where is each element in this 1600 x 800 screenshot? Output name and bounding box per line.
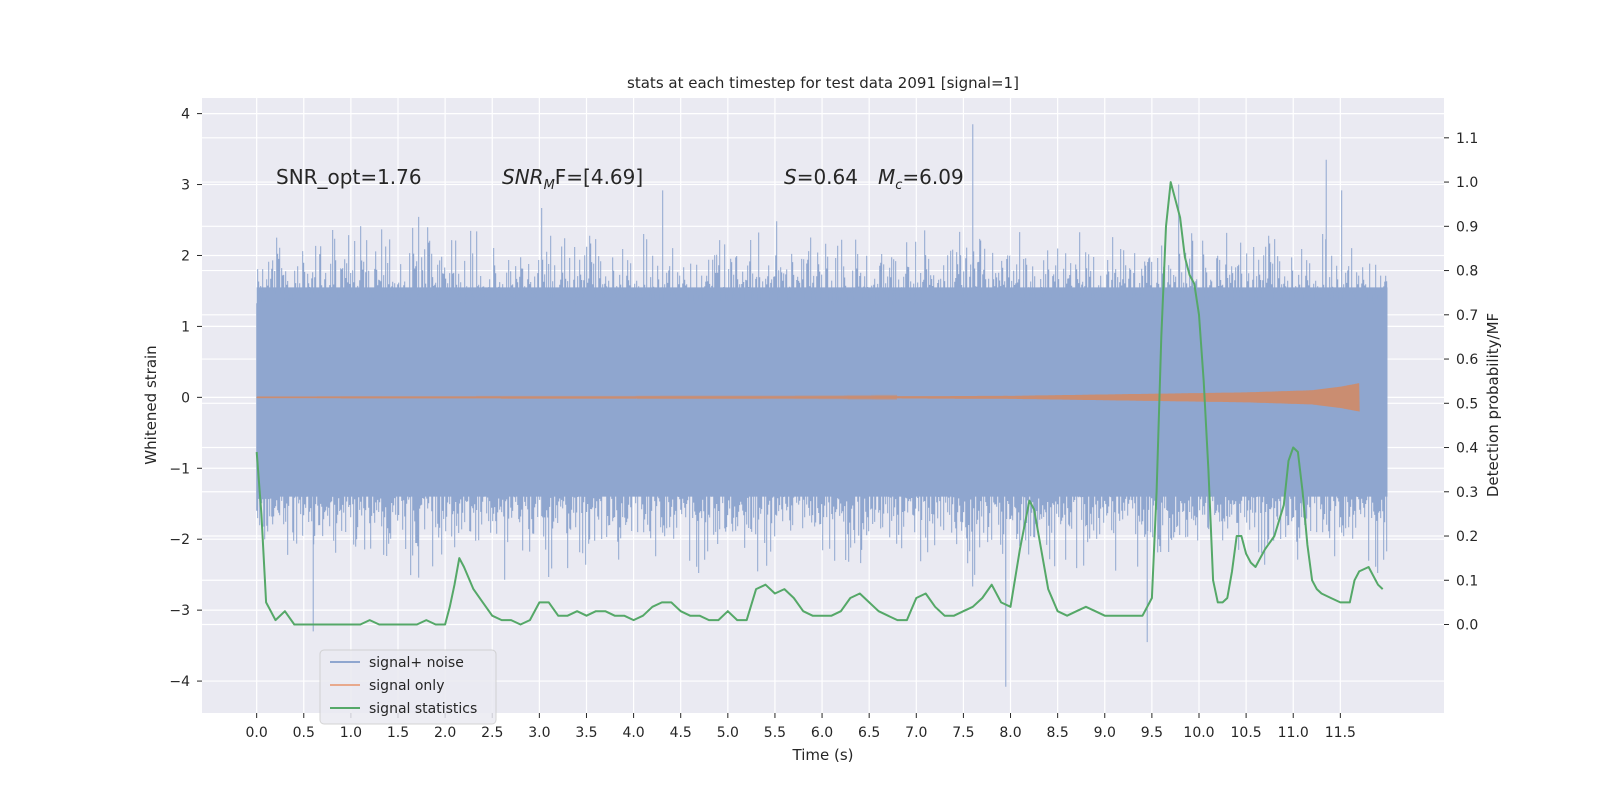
annotation-s: S=0.64 <box>784 165 858 189</box>
x-tick-label: 10.5 <box>1231 725 1262 741</box>
annotation-s-rest: =0.64 <box>797 165 858 189</box>
x-tick-label: 8.0 <box>999 725 1021 741</box>
x-tick-label: 9.5 <box>1141 725 1163 741</box>
y-tick-label-right: 0.2 <box>1456 529 1478 545</box>
annotation-s-main: S <box>784 165 797 189</box>
x-tick-label: 3.0 <box>528 725 550 741</box>
annotation-mc: Mc=6.09 <box>878 165 964 193</box>
x-tick-label: 11.5 <box>1325 725 1356 741</box>
x-tick-label: 8.5 <box>1047 725 1069 741</box>
x-tick-label: 0.0 <box>246 725 268 741</box>
x-tick-label: 2.5 <box>481 725 503 741</box>
x-tick-label: 3.5 <box>575 725 597 741</box>
tick-labels: 0.0 0.5 1.0 1.5 2.0 2.5 3.0 3.5 4.0 4.5 5.0 5.5 6.0 6… <box>169 107 1478 741</box>
annotation-snr-opt: SNR_opt=1.76 <box>276 165 422 189</box>
y-tick-label-right: 1.1 <box>1456 131 1478 147</box>
y-tick-label-left: 2 <box>181 248 190 264</box>
annotation-snr-mf: SNRMF=[4.69] <box>502 165 643 193</box>
series-signal-statistics <box>255 181 1384 626</box>
x-tick-label: 10.0 <box>1183 725 1214 741</box>
y-tick-label-left: −3 <box>169 603 190 619</box>
y-tick-label-right: 0.9 <box>1456 219 1478 235</box>
y-tick-label-left: −1 <box>169 461 190 477</box>
x-axis-label: Time (s) <box>792 746 854 764</box>
legend-label-signal-statistics: signal statistics <box>369 701 477 717</box>
chart-title: stats at each timestep for test data 209… <box>627 74 1019 92</box>
annotation-mc-main: M <box>878 165 895 189</box>
x-tick-label: 5.5 <box>764 725 786 741</box>
x-tick-label: 6.0 <box>811 725 833 741</box>
y-tick-label-right: 0.6 <box>1456 352 1478 368</box>
annotation-snr-mf-rest: F=[4.69] <box>555 165 643 189</box>
x-tick-label: 1.5 <box>387 725 409 741</box>
legend-label-signal-plus-noise: signal+ noise <box>369 655 464 671</box>
y-tick-label-left: −4 <box>169 674 190 690</box>
x-tick-label: 1.0 <box>340 725 362 741</box>
y-tick-label-right: 1.0 <box>1456 175 1478 191</box>
x-tick-label: 2.0 <box>434 725 456 741</box>
x-tick-label: 6.5 <box>858 725 880 741</box>
annotation-mc-rest: =6.09 <box>902 165 963 189</box>
y-tick-label-right: 0.8 <box>1456 264 1478 280</box>
y-tick-label-right: 0.0 <box>1456 618 1478 634</box>
y-tick-label-left: 4 <box>181 107 190 123</box>
legend: signal+ noise signal only signal statist… <box>319 649 497 725</box>
annotation-snr-mf-main: SNR <box>502 165 544 189</box>
y-axis-label-left: Whitened strain <box>142 345 160 464</box>
y-tick-label-left: 3 <box>181 178 190 194</box>
legend-box <box>319 649 497 725</box>
y-tick-label-left: 0 <box>181 390 190 406</box>
x-tick-label: 4.5 <box>670 725 692 741</box>
y-tick-label-right: 0.4 <box>1456 441 1478 457</box>
y-tick-label-right: 0.7 <box>1456 308 1478 324</box>
signal-only-line <box>256 383 1360 412</box>
x-tick-label: 0.5 <box>293 725 315 741</box>
x-tick-label: 9.0 <box>1094 725 1116 741</box>
x-tick-label: 11.0 <box>1278 725 1309 741</box>
annotation-mc-sub: c <box>895 178 902 193</box>
y-tick-label-right: 0.1 <box>1456 573 1478 589</box>
x-tick-label: 7.5 <box>952 725 974 741</box>
y-tick-label-right: 0.3 <box>1456 485 1478 501</box>
y-tick-label-right: 0.5 <box>1456 396 1478 412</box>
series-signal-only <box>256 383 1360 412</box>
y-axis-label-right: Detection probability/MF <box>1484 313 1502 497</box>
signal-statistics-line <box>255 181 1384 626</box>
x-tick-label: 7.0 <box>905 725 927 741</box>
y-tick-label-left: 1 <box>181 319 190 335</box>
legend-label-signal-only: signal only <box>369 678 444 694</box>
annotation-snr-mf-sub: M <box>544 178 555 193</box>
x-tick-label: 5.0 <box>717 725 739 741</box>
y-tick-label-left: −2 <box>169 532 190 548</box>
x-tick-label: 4.0 <box>622 725 644 741</box>
